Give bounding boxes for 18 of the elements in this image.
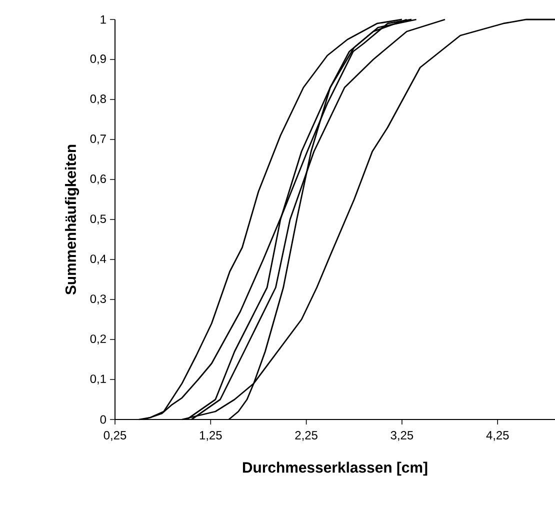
y-axis-title: Summenhäufigkeiten [65, 144, 80, 295]
y-tick-label: 0 [100, 415, 106, 424]
x-tick-label: 4,25 [486, 431, 509, 441]
y-tick-label: 0,6 [90, 174, 106, 184]
y-tick-label: 1 [100, 15, 106, 24]
x-tick-label: 3,25 [390, 431, 414, 441]
x-tick-label: 0,25 [104, 431, 126, 441]
y-tick-label: 0,5 [90, 214, 106, 224]
y-tick-label: 0,9 [90, 54, 106, 64]
y-tick-label: 0,3 [90, 294, 106, 304]
x-axis-title: Durchmesserklassen [cm] [242, 462, 428, 476]
y-tick-label: 0,8 [90, 94, 106, 104]
y-tick-label: 0,4 [90, 254, 106, 264]
x-tick-label: 1,25 [200, 431, 222, 441]
y-tick-label: 0,1 [90, 374, 106, 384]
x-tick-label: 2,25 [295, 431, 318, 441]
y-tick-label: 0,7 [90, 134, 106, 144]
y-tick-label: 0,2 [90, 334, 106, 344]
